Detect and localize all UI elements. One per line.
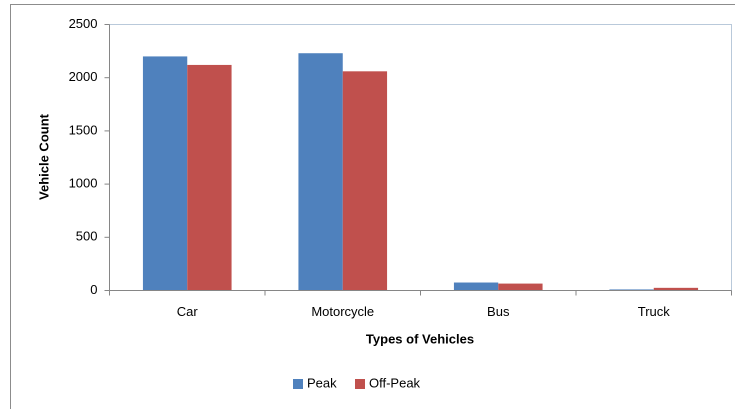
y-tick-label: 0 <box>90 282 97 297</box>
bar <box>453 282 499 291</box>
bar <box>609 289 654 291</box>
bar <box>142 56 188 291</box>
x-axis-title: Types of Vehicles <box>366 331 474 346</box>
legend-swatch <box>355 379 365 389</box>
y-axis-title: Vehicle Count <box>36 113 51 200</box>
x-tick-label: Truck <box>638 304 671 319</box>
bar <box>498 283 543 291</box>
bar <box>298 53 343 291</box>
legend-label: Off-Peak <box>369 375 421 390</box>
y-tick-label: 2000 <box>69 69 98 84</box>
y-tick-label: 1000 <box>69 176 98 191</box>
x-tick-label: Bus <box>487 304 510 319</box>
x-tick-label: Motorcycle <box>311 304 374 319</box>
bar <box>342 71 388 291</box>
y-tick-label: 2500 <box>69 16 98 31</box>
y-tick-label: 500 <box>76 229 98 244</box>
legend-label: Peak <box>307 375 337 390</box>
bar <box>187 64 232 291</box>
bar <box>653 287 699 291</box>
y-tick-label: 1500 <box>69 122 98 137</box>
x-tick-label: Car <box>177 304 199 319</box>
legend-swatch <box>293 379 303 389</box>
